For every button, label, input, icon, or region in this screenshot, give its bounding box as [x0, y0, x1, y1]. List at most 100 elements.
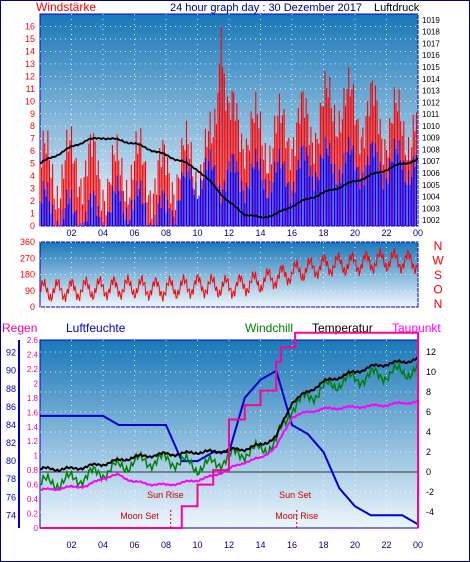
x-tick-label: 08	[161, 228, 171, 238]
rain-tick-label: 2	[34, 379, 39, 388]
wind-tick-label: 7	[30, 134, 35, 144]
humidity-tick-label: 74	[6, 510, 16, 520]
x-tick-label: 20	[350, 228, 360, 238]
pressure-tick-label: 1011	[422, 110, 440, 119]
x-tick-label: 04	[98, 228, 108, 238]
x-tick-label: 02	[66, 228, 76, 238]
temperature-tick-label: 6	[426, 407, 431, 417]
wind-tick-label: 1	[30, 209, 35, 219]
x-tick-label: 16	[287, 228, 297, 238]
humidity-axis-title: Luftfeuchte	[66, 321, 126, 335]
compass-letter: O	[433, 283, 442, 297]
humidity-tick-label: 84	[6, 420, 16, 430]
temperature-tick-label: -2	[426, 487, 434, 497]
humidity-tick-label: 90	[6, 366, 16, 376]
rain-tick-label: 0	[34, 524, 39, 533]
pressure-tick-label: 1018	[422, 28, 440, 37]
rain-tick-label: 1.6	[27, 408, 39, 417]
pressure-line	[39, 136, 419, 219]
dewpoint-legend-label: Taupunkt	[392, 321, 441, 335]
temperature-tick-label: 8	[426, 387, 431, 397]
temperature-tick-label: 4	[426, 427, 431, 437]
pressure-tick-label: 1009	[422, 134, 440, 143]
x-tick-label: 14	[255, 540, 265, 550]
humidity-tick-label: 88	[6, 384, 16, 394]
rain-tick-label: 1	[34, 452, 39, 461]
pressure-tick-label: 1014	[422, 75, 440, 84]
wind-tick-label: 0	[30, 221, 35, 231]
pressure-tick-label: 1005	[422, 181, 440, 190]
direction-line	[39, 247, 419, 303]
humidity-line	[40, 369, 419, 526]
x-tick-label: 18	[318, 228, 328, 238]
x-tick-label: 22	[381, 228, 391, 238]
temperature-tick-label: 0	[426, 467, 431, 477]
x-tick-label: 18	[318, 540, 328, 550]
annotation-label: Moon Set	[120, 511, 159, 521]
temperature-tick-label: -4	[426, 507, 434, 517]
temperature-tick-label: 10	[426, 367, 436, 377]
wind-tick-label: 5	[30, 159, 35, 169]
annotation-label: Sun Rise	[147, 490, 184, 500]
x-tick-label: 06	[129, 540, 139, 550]
temperature-legend-label: Temperatur	[312, 321, 373, 335]
wind-tick-label: 2	[30, 196, 35, 206]
x-tick-label: 10	[192, 540, 202, 550]
x-tick-label: 02	[66, 540, 76, 550]
wind-tick-label: 14	[25, 46, 35, 56]
x-tick-label: 00	[413, 228, 423, 238]
wind-tick-label: 16	[25, 21, 35, 31]
humidity-tick-label: 80	[6, 456, 16, 466]
rain-tick-label: 2.6	[27, 336, 39, 345]
humidity-tick-label: 86	[6, 402, 16, 412]
pressure-tick-label: 1004	[422, 193, 440, 202]
rain-tick-label: 2.4	[27, 350, 39, 359]
humidity-tick-label: 82	[6, 438, 16, 448]
x-tick-label: 16	[287, 540, 297, 550]
pressure-tick-label: 1006	[422, 169, 440, 178]
humidity-tick-label: 92	[6, 348, 16, 358]
x-tick-label: 14	[255, 228, 265, 238]
pressure-tick-label: 1013	[422, 87, 440, 96]
wind-tick-label: 9	[30, 109, 35, 119]
page-title: 24 hour graph day : 30 Dezember 2017	[170, 2, 362, 14]
pressure-tick-label: 1015	[422, 63, 440, 72]
pressure-tick-label: 1017	[422, 39, 440, 48]
wind-tick-label: 13	[25, 59, 35, 69]
pressure-tick-label: 1016	[422, 51, 440, 60]
pressure-tick-label: 1003	[422, 204, 440, 213]
wind-axis-title: Windstärke	[36, 0, 96, 14]
temperature-tick-label: 2	[426, 447, 431, 457]
x-tick-label: 06	[129, 228, 139, 238]
direction-tick-label: 0	[30, 302, 35, 312]
temperature-tick-label: 12	[426, 347, 436, 357]
x-tick-label: 10	[192, 228, 202, 238]
chart-series	[39, 26, 419, 529]
pressure-tick-label: 1019	[422, 16, 440, 25]
wind-tick-label: 15	[25, 34, 35, 44]
rain-tick-label: 0.6	[27, 481, 39, 490]
rain-tick-label: 0.8	[27, 466, 39, 475]
compass-letter: N	[434, 297, 443, 311]
wind-tick-label: 8	[30, 121, 35, 131]
x-tick-label: 08	[161, 540, 171, 550]
x-tick-label: 00	[413, 540, 423, 550]
annotation-label: Sun Set	[279, 490, 312, 500]
wind-tick-label: 6	[30, 146, 35, 156]
wind-tick-label: 3	[30, 184, 35, 194]
x-tick-label: 22	[381, 540, 391, 550]
direction-tick-label: 360	[20, 237, 35, 247]
humidity-tick-label: 78	[6, 474, 16, 484]
pressure-tick-label: 1002	[422, 216, 440, 225]
compass-letter: S	[434, 268, 442, 282]
compass-letter: W	[432, 254, 444, 268]
pressure-tick-label: 1012	[422, 98, 440, 107]
x-tick-label: 04	[98, 540, 108, 550]
pressure-tick-label: 1008	[422, 145, 440, 154]
wind-tick-label: 4	[30, 171, 35, 181]
rain-tick-label: 1.4	[27, 423, 39, 432]
x-tick-label: 12	[224, 540, 234, 550]
wind-tick-label: 10	[25, 96, 35, 106]
